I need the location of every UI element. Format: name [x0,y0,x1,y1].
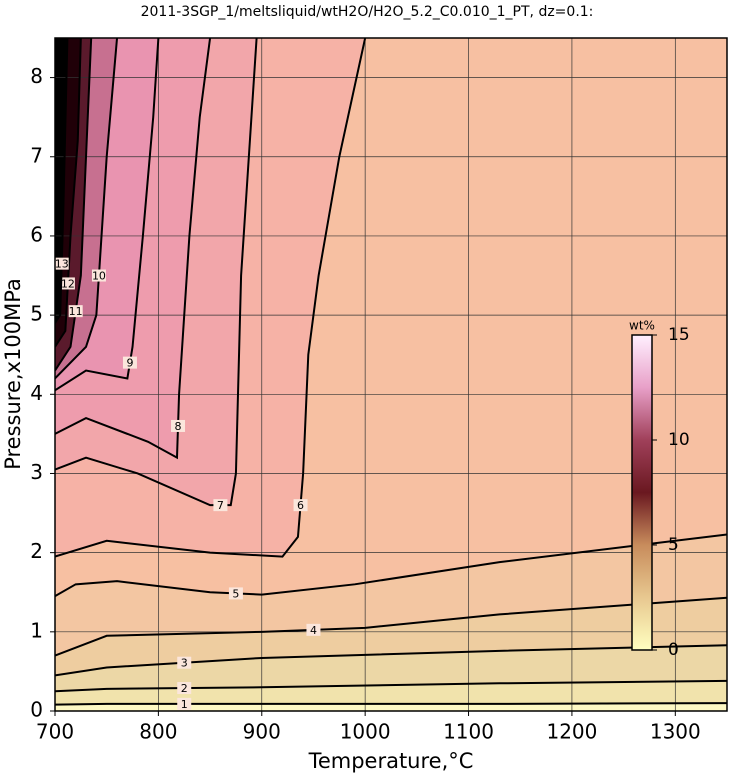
y-tick-label: 3 [30,460,43,484]
contour-label-bg [68,305,83,318]
contour-label: 5 [232,587,239,600]
x-tick-label: 1100 [443,720,494,744]
contour-label: 6 [297,499,304,512]
contour-label-bg [171,419,186,432]
y-tick-label: 6 [30,222,43,246]
contour-label: 1 [181,698,188,711]
contour-line [55,644,727,677]
colorbar [631,334,653,651]
overlay: 700 800 900 1000 1100 1200 1300012345678wt%051… [30,37,728,744]
contour-fill [55,38,68,324]
contour-label-bg [60,277,75,290]
contour-label-bg [55,257,69,270]
contour-label-bg [177,697,192,710]
y-tick-label: 8 [30,64,43,88]
contour-label: 11 [69,305,83,318]
x-tick-label: 1300 [650,720,701,744]
contour-label: 9 [126,357,133,370]
contour-label-bg [228,587,243,600]
contour-label-bg [177,656,192,669]
y-tick-label: 1 [30,618,43,642]
y-tick-label: 0 [30,698,43,722]
x-tick-label: 1000 [340,720,391,744]
contour-label-bg [293,499,308,512]
y-tick-label: 7 [30,143,43,167]
contour-label: 4 [310,624,317,637]
x-tick-label: 900 [243,720,281,744]
contour-label: 2 [181,682,188,695]
contour-label: 13 [55,258,69,271]
x-tick-label: 700 [36,720,74,744]
chart-title: 2011-3SGP_1/meltsliquid/wtH2O/H2O_5.2_C0… [141,4,594,20]
contour-label: 7 [217,499,224,512]
colorbar-label: wt% [629,319,655,333]
contour-line [55,38,82,348]
contour-line [55,38,160,392]
contour-label: 3 [181,657,188,670]
y-axis-label: Pressure,x100MPa [1,278,25,470]
contour-label-bg [91,269,106,282]
colorbar-tick-label: 5 [668,535,679,555]
contour-label: 8 [175,420,182,433]
colorbar-tick-label: 15 [668,325,690,345]
plot-frame [54,37,728,712]
contour-label-bg [177,682,192,695]
contour-line [55,38,93,372]
contour-label: 12 [61,277,75,290]
y-tick-label: 4 [30,381,43,405]
colorbar-tick-label: 0 [668,640,679,660]
x-tick-label: 1200 [546,720,597,744]
contour-line [55,702,727,706]
x-axis-label: Temperature,°C [308,749,474,773]
contour-label: 10 [92,270,106,283]
y-tick-label: 2 [30,539,43,563]
colorbar-tick-label: 10 [668,430,690,450]
y-tick-label: 5 [30,302,43,326]
contour-line [55,38,258,507]
contour-label-bg [213,499,228,512]
contour-label-bg [122,356,137,369]
contour-label-bg [306,623,321,636]
x-tick-label: 800 [139,720,177,744]
contour-line [55,679,727,693]
